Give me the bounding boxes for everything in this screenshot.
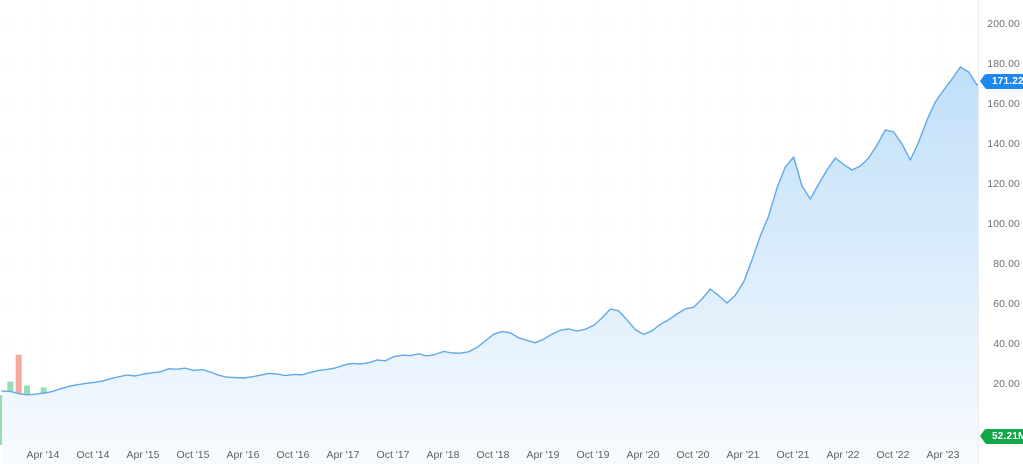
x-axis-tick-label: Oct '20 <box>676 449 710 461</box>
price-fill <box>2 67 978 464</box>
y-axis-tick-label: 100.00 <box>987 218 1020 230</box>
y-axis-tick-label: 60.00 <box>993 298 1020 310</box>
price-axis[interactable]: 200.00 180.00 160.00 140.00 120.00 100.00 80.0… <box>978 0 1023 464</box>
x-axis-tick-label: Oct '22 <box>876 449 910 461</box>
y-axis-tick-label: 40.00 <box>993 338 1020 350</box>
x-axis-tick-label: Oct '19 <box>576 449 610 461</box>
x-axis-tick-label: Apr '16 <box>226 449 260 461</box>
y-axis-tick-label: 120.00 <box>987 178 1020 190</box>
x-axis-tick-label: Oct '16 <box>276 449 310 461</box>
y-axis-tick-label: 80.00 <box>993 258 1020 270</box>
x-axis-tick-label: Oct '17 <box>376 449 410 461</box>
x-axis-tick-label: Apr '14 <box>26 449 60 461</box>
x-axis-tick-label: Apr '20 <box>626 449 660 461</box>
y-axis-tick-label: 20.00 <box>993 378 1020 390</box>
y-axis-tick-label: 140.00 <box>987 138 1020 150</box>
axis-separator <box>978 0 979 464</box>
x-axis-tick-label: Oct '15 <box>176 449 210 461</box>
x-axis-tick-label: Oct '21 <box>776 449 810 461</box>
y-axis-tick-label: 160.00 <box>987 98 1020 110</box>
x-axis-tick-label: Apr '17 <box>326 449 360 461</box>
y-axis-tick-label: 200.00 <box>987 18 1020 30</box>
x-axis-tick-label: Apr '15 <box>126 449 160 461</box>
price-area-series <box>1 66 978 464</box>
x-axis-tick-label: Oct '14 <box>76 449 110 461</box>
x-axis-tick-label: Apr '22 <box>826 449 860 461</box>
x-axis-tick-label: Apr '21 <box>726 449 760 461</box>
x-axis-tick-label: Apr '19 <box>526 449 560 461</box>
x-axis-tick-label: Oct '18 <box>476 449 510 461</box>
y-axis-tick-label: 180.00 <box>987 58 1020 70</box>
price-line <box>1 66 978 396</box>
last-price-badge[interactable]: 171.22 <box>980 74 1023 90</box>
last-volume-badge[interactable]: 52.21M <box>980 429 1023 444</box>
x-axis-tick-label: Apr '23 <box>926 449 960 461</box>
x-axis-tick-label: Apr '18 <box>426 449 460 461</box>
